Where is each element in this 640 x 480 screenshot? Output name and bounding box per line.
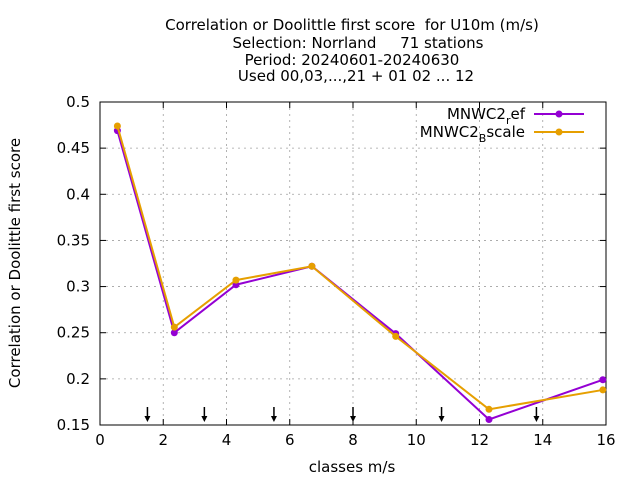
down-arrow-head [350, 416, 356, 422]
title-line-4: Used 00,03,...,21 + 01 02 ... 12 [238, 67, 474, 85]
series-lines [113, 122, 607, 423]
legend-label: MNWC2Bscale [420, 123, 525, 145]
x-tick-label: 16 [596, 431, 615, 449]
x-tick-label: 12 [470, 431, 489, 449]
y-tick-label: 0.2 [66, 370, 90, 388]
data-point [232, 276, 240, 284]
x-tick-label: 10 [407, 431, 426, 449]
down-arrow-head [144, 416, 151, 422]
y-tick-label: 0.5 [66, 93, 90, 111]
data-point [392, 332, 400, 340]
down-arrow-head [533, 416, 540, 422]
legend-swatch-marker [555, 110, 563, 118]
y-tick-label: 0.25 [57, 324, 90, 342]
data-point [599, 386, 607, 394]
down-arrow-head [270, 416, 277, 422]
title-line-3: Period: 20240601-20240630 [245, 51, 460, 69]
x-tick-label: 0 [95, 431, 105, 449]
series-line [116, 125, 604, 411]
data-point [170, 329, 178, 337]
down-arrow [533, 407, 540, 422]
axis-ticks: 0 2 4 6 8 10 12 14 16 0.15 0.2 0.25 0.3 0.35 0.4 0.45 0.… [57, 93, 616, 449]
class-boundary-arrows [144, 407, 540, 422]
y-tick-label: 0.4 [66, 185, 90, 203]
x-tick-label: 14 [533, 431, 552, 449]
data-point [170, 323, 178, 331]
chart-title: Correlation or Doolittle first score for… [165, 16, 539, 85]
legend-label: MNWC2ref [447, 105, 526, 127]
title-line-2: Selection: Norrland 71 stations [233, 34, 484, 52]
grid-lines [100, 102, 606, 425]
title-line-1: Correlation or Doolittle first score for… [165, 16, 539, 34]
legend-entry-2: MNWC2Bscale [420, 123, 584, 145]
x-axis-label: classes m/s [309, 458, 396, 476]
legend-entry-1: MNWC2ref [447, 105, 584, 127]
x-tick-label: 6 [285, 431, 295, 449]
y-tick-label: 0.3 [66, 278, 90, 296]
y-tick-label: 0.45 [57, 139, 90, 157]
down-arrow-head [438, 416, 445, 422]
data-point [308, 262, 316, 270]
series-line [116, 130, 604, 421]
down-arrow [201, 407, 208, 422]
down-arrow [438, 407, 445, 422]
legend-swatch-marker [555, 128, 563, 136]
x-tick-label: 4 [222, 431, 232, 449]
data-point [485, 405, 493, 413]
down-arrow [144, 407, 151, 422]
x-tick-label: 2 [158, 431, 168, 449]
y-axis-label: Correlation or Doolittle first score [6, 138, 24, 388]
down-arrow-head [201, 416, 208, 422]
x-tick-label: 8 [348, 431, 358, 449]
down-arrow [270, 407, 277, 422]
data-point [485, 415, 493, 423]
data-point [599, 376, 607, 384]
series-2 [113, 122, 607, 413]
down-arrow [350, 407, 356, 422]
data-point [113, 122, 121, 130]
y-tick-label: 0.15 [57, 416, 90, 434]
y-tick-label: 0.35 [57, 231, 90, 249]
